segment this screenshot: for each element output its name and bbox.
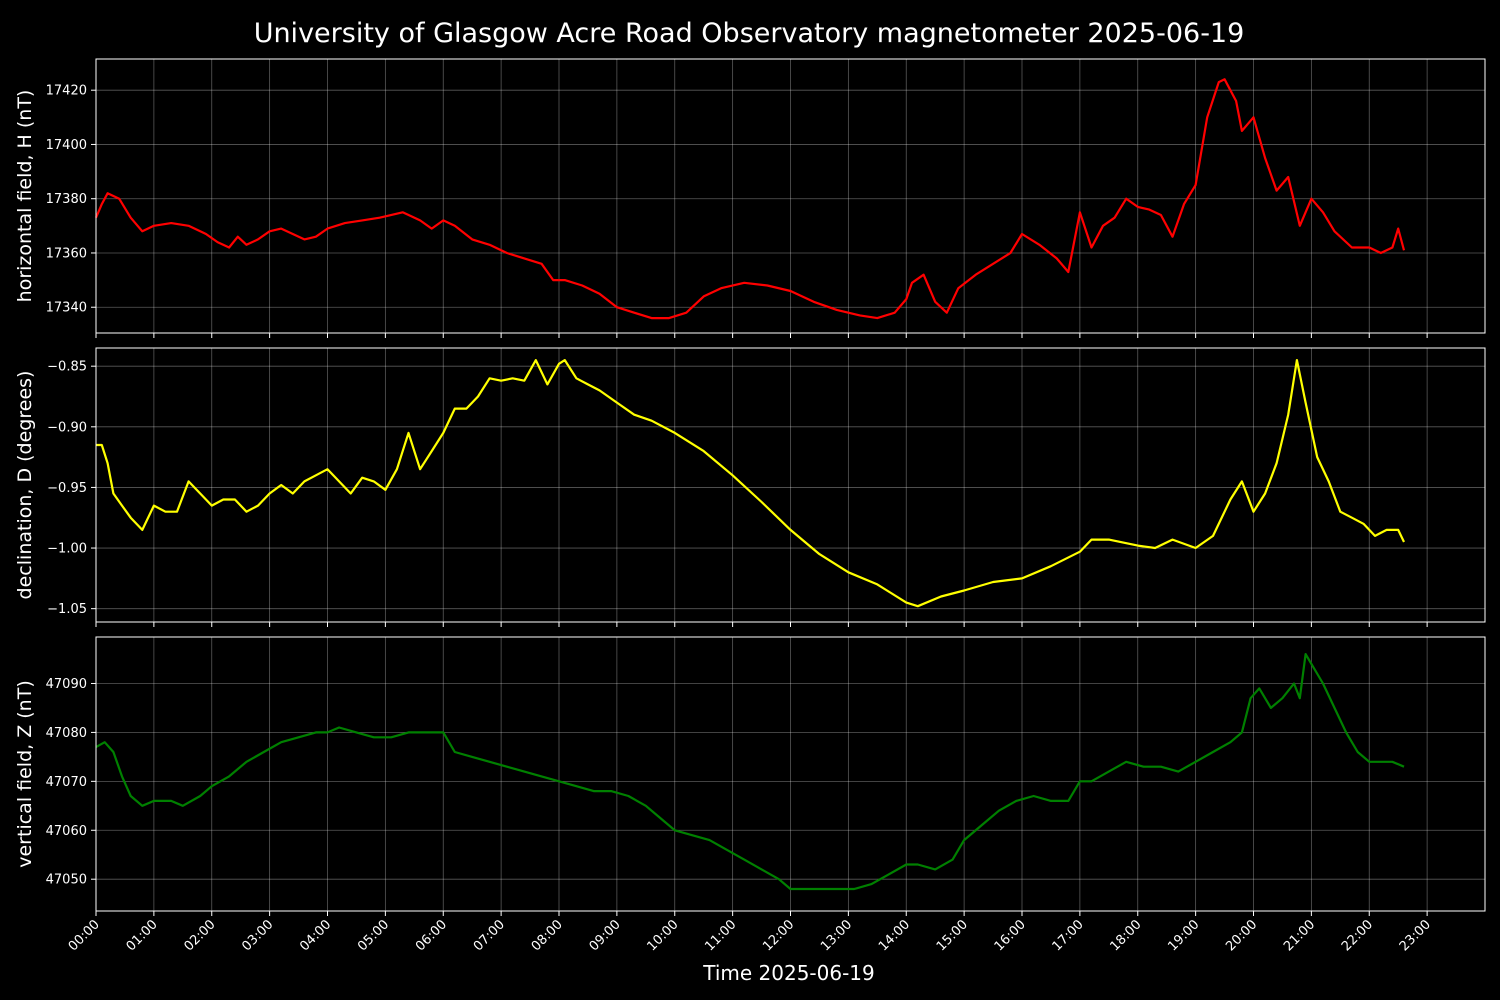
y-tick-label: −0.95: [47, 481, 87, 496]
x-tick-label: 08:00: [529, 917, 566, 954]
y-tick-label: 47070: [46, 775, 87, 790]
y-tick-label: −0.85: [47, 360, 87, 375]
x-tick-label: 03:00: [239, 917, 276, 954]
axes-frame: [95, 58, 1486, 334]
chart-title: University of Glasgow Acre Road Observat…: [254, 18, 1245, 49]
y-tick-label: 47080: [46, 726, 87, 741]
y-tick-label: −0.90: [47, 420, 87, 435]
y-tick-label: 17360: [46, 246, 87, 261]
x-tick-label: 12:00: [760, 917, 797, 954]
x-tick-label: 13:00: [818, 917, 855, 954]
x-tick-label: 14:00: [876, 917, 913, 954]
x-tick-label: 23:00: [1397, 917, 1434, 954]
y-axis-label: horizontal field, H (nT): [14, 90, 36, 303]
y-axis-label: declination, D (degrees): [14, 371, 36, 600]
series-line-3: [95, 653, 1405, 891]
x-tick-label: 06:00: [413, 917, 450, 954]
x-tick-label: 18:00: [1107, 917, 1144, 954]
x-tick-label: 20:00: [1223, 917, 1260, 954]
y-tick-label: 17340: [46, 301, 87, 316]
x-tick-label: 16:00: [992, 917, 1029, 954]
axes-frame: [95, 636, 1486, 912]
panel-2: −1.05 −1.00 −0.95 −0.90 −0.85 declination, D …: [14, 347, 1486, 627]
x-tick-label: 21:00: [1281, 917, 1318, 954]
y-tick-label: −1.00: [47, 542, 87, 557]
x-tick-label: 17:00: [1050, 917, 1087, 954]
series-line-1: [94, 78, 1406, 320]
x-tick-label: 15:00: [934, 917, 971, 954]
y-tick-label: −1.05: [47, 602, 87, 617]
x-tick-label: 10:00: [644, 917, 681, 954]
x-tick-label: 01:00: [124, 917, 161, 954]
axes-frame: [95, 347, 1486, 623]
x-tick-label: 02:00: [181, 917, 218, 954]
x-tick-label: 05:00: [355, 917, 392, 954]
panels: 17340 17360 17380 17400 17420 horizontal fiel…: [14, 58, 1486, 954]
x-tick-label: 22:00: [1339, 917, 1376, 954]
x-tick-label: 09:00: [587, 917, 624, 954]
x-tick-label: 19:00: [1165, 917, 1202, 954]
y-tick-label: 17420: [46, 84, 87, 99]
y-tick-label: 47050: [46, 873, 87, 888]
x-tick-label: 04:00: [297, 917, 334, 954]
series-line-2: [96, 359, 1405, 608]
y-tick-label: 17380: [46, 192, 87, 207]
panel-3: 47050 47060 47070 47080 47090 vertical field,…: [14, 636, 1486, 916]
x-axis-label: Time 2025-06-19: [702, 961, 875, 985]
x-tick-label: 11:00: [702, 917, 739, 954]
y-tick-label: 47090: [46, 677, 87, 692]
x-tick-label: 00:00: [66, 917, 103, 954]
y-tick-label: 47060: [46, 824, 87, 839]
x-tick-label: 07:00: [471, 917, 508, 954]
y-tick-label: 17400: [46, 138, 87, 153]
y-axis-label: vertical field, Z (nT): [14, 680, 36, 868]
panel-1: 17340 17360 17380 17400 17420 horizontal fiel…: [14, 58, 1486, 338]
